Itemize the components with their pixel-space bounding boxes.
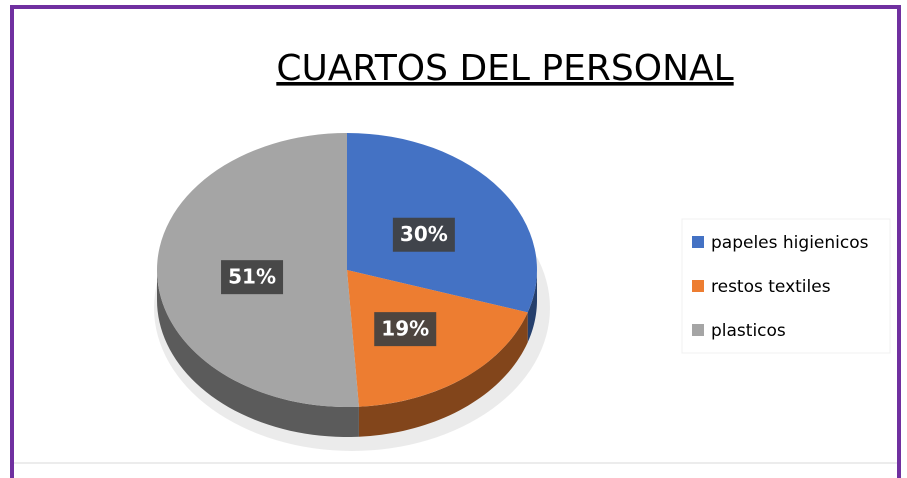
legend-swatch <box>692 280 704 292</box>
pie-slice <box>347 270 528 407</box>
pie-side <box>527 270 537 343</box>
frame <box>10 5 901 478</box>
data-label: 19% <box>381 317 429 341</box>
legend-label: restos textiles <box>711 277 831 297</box>
pie-side <box>157 270 359 437</box>
legend-swatch <box>692 236 704 248</box>
data-label: 51% <box>228 265 276 289</box>
legend-swatch <box>692 324 704 336</box>
chart-title: CUARTOS DEL PERSONAL <box>276 48 733 89</box>
legend-box <box>681 218 891 354</box>
legend-label: papeles higienicos <box>711 233 869 253</box>
data-label-box <box>374 312 437 347</box>
data-label-box <box>221 260 284 295</box>
pie-side <box>358 312 528 437</box>
data-label: 30% <box>400 222 448 246</box>
data-label-box <box>392 217 455 252</box>
legend-label: plasticos <box>711 321 786 341</box>
